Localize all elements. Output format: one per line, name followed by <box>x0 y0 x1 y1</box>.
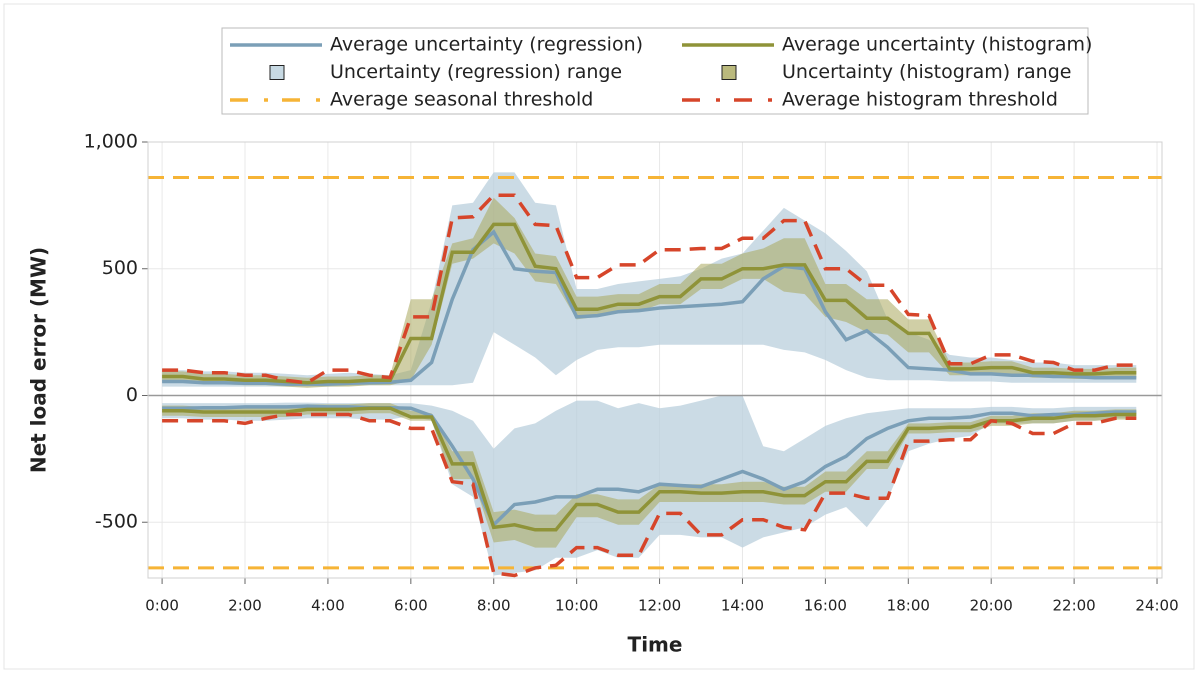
x-tick-label: 20:00 <box>970 597 1013 615</box>
outer-frame <box>3 3 1195 670</box>
average-line <box>162 222 1137 385</box>
legend-label: Uncertainty (histogram) range <box>782 61 1071 83</box>
x-tick-label: 2:00 <box>228 597 262 615</box>
x-tick-label: 12:00 <box>638 597 681 615</box>
legend-label: Average seasonal threshold <box>330 89 593 111</box>
average-line <box>162 229 1137 386</box>
legend-label: Average histogram threshold <box>782 89 1058 111</box>
legend-label: Uncertainty (regression) range <box>330 61 622 83</box>
x-tick-label: 14:00 <box>721 597 764 615</box>
y-tick-label: 0 <box>126 384 138 406</box>
y-tick-label: -500 <box>95 511 138 533</box>
legend-box <box>221 27 1089 115</box>
uncertainty-band <box>162 395 1137 576</box>
y-tick-label: 1,000 <box>84 131 138 153</box>
uncertainty-band <box>162 197 1137 388</box>
threshold-line <box>162 193 1137 385</box>
x-tick-label: 18:00 <box>887 597 930 615</box>
x-tick-label: 24:00 <box>1135 597 1178 615</box>
x-tick-label: 6:00 <box>394 597 428 615</box>
plot-area <box>148 141 1162 578</box>
legend-label: Average uncertainty (histogram) <box>782 34 1092 56</box>
threshold-line <box>162 412 1137 578</box>
y-tick-label: 500 <box>102 257 138 279</box>
x-axis-title: Time <box>628 633 683 657</box>
x-tick-label: 22:00 <box>1052 597 1095 615</box>
x-tick-label: 4:00 <box>311 597 345 615</box>
legend-symbol <box>269 65 285 80</box>
x-tick-label: 8:00 <box>477 597 511 615</box>
uncertainty-band <box>162 172 1137 387</box>
y-axis-title: Net load error (MW) <box>27 247 51 473</box>
legend-symbol <box>721 65 737 80</box>
average-line <box>162 404 1137 528</box>
plot-frame <box>147 141 1163 579</box>
series-layer <box>148 172 1162 578</box>
average-line <box>162 406 1137 532</box>
x-tick-label: 0:00 <box>145 597 179 615</box>
x-tick-label: 10:00 <box>555 597 598 615</box>
x-tick-label: 16:00 <box>804 597 847 615</box>
legend-label: Average uncertainty (regression) <box>330 34 643 56</box>
